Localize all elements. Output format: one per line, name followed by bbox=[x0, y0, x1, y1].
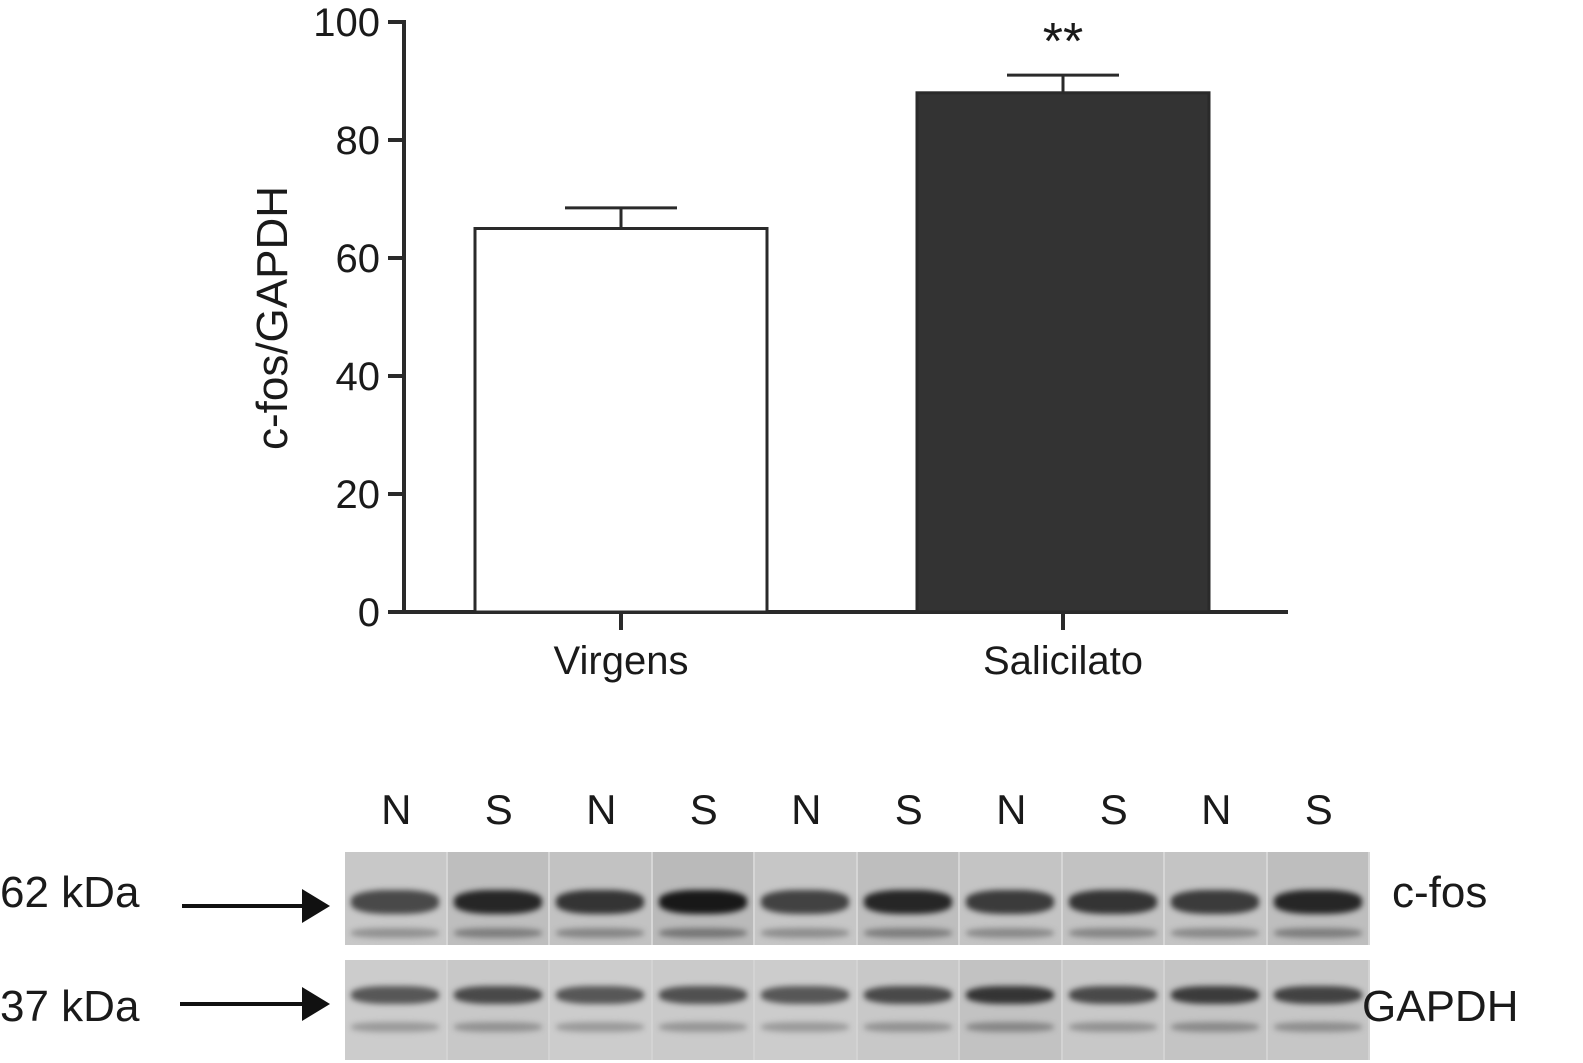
bar-chart: 0 20 40 60 80 100 Virgens Salicilato ** c-fos/… bbox=[248, 1, 1288, 683]
blot-band bbox=[556, 986, 645, 1004]
y-axis-label: c-fos/GAPDH bbox=[248, 186, 297, 450]
significance-label: ** bbox=[1043, 13, 1083, 71]
bars: ** bbox=[473, 13, 1211, 614]
blot-band bbox=[863, 986, 952, 1004]
gapdh-marker-label: 37 kDa bbox=[0, 982, 140, 1031]
blot-band bbox=[658, 890, 747, 914]
blot-band bbox=[863, 890, 952, 914]
blot-band bbox=[966, 986, 1055, 1004]
bar bbox=[473, 227, 769, 614]
blot-gapdh bbox=[345, 960, 1370, 1060]
y-tick-label: 0 bbox=[358, 591, 380, 635]
blot-band-faint bbox=[453, 1022, 542, 1032]
blot-lane bbox=[447, 960, 548, 1060]
blot-lane bbox=[857, 960, 958, 1060]
blot-band bbox=[1068, 986, 1157, 1004]
blot-band bbox=[966, 890, 1055, 914]
blot-band-faint bbox=[658, 928, 747, 938]
blot-band-faint bbox=[863, 1022, 952, 1032]
blot-band-faint bbox=[863, 928, 952, 938]
y-tick-label: 60 bbox=[336, 237, 381, 281]
blot-band-faint bbox=[556, 928, 645, 938]
blot-lane bbox=[447, 852, 548, 945]
blot-lane bbox=[550, 960, 651, 1060]
blot-lane bbox=[550, 852, 651, 945]
blot-lane bbox=[857, 852, 958, 945]
lane-label: S bbox=[894, 786, 923, 833]
blot-band-faint bbox=[966, 1022, 1055, 1032]
bar bbox=[915, 91, 1211, 614]
blot-band bbox=[761, 890, 850, 914]
blot-band-faint bbox=[966, 928, 1055, 938]
cfos-marker-label: 62 kDa bbox=[0, 868, 140, 917]
blot-band-faint bbox=[761, 928, 850, 938]
blot-band-faint bbox=[658, 1022, 747, 1032]
blot-band-faint bbox=[556, 1022, 645, 1032]
blot-band-faint bbox=[453, 928, 542, 938]
blot-band-faint bbox=[1068, 928, 1157, 938]
blot-band bbox=[351, 986, 440, 1004]
blot-lane bbox=[960, 960, 1061, 1060]
blot-band-faint bbox=[1068, 1022, 1157, 1032]
y-tick-label: 100 bbox=[313, 1, 380, 45]
blot-band-faint bbox=[1273, 928, 1362, 938]
blot-cfos bbox=[345, 852, 1370, 945]
blot-lane bbox=[1165, 960, 1266, 1060]
lane-label: N bbox=[586, 786, 617, 833]
x-tick-label: Virgens bbox=[554, 639, 689, 683]
blot-lane bbox=[755, 852, 856, 945]
blot-lane bbox=[1165, 852, 1266, 945]
lane-label: N bbox=[996, 786, 1027, 833]
y-tick-label: 20 bbox=[336, 473, 381, 517]
blot-lane bbox=[1062, 852, 1163, 945]
blot-band bbox=[351, 890, 440, 914]
x-axis: Virgens Salicilato bbox=[402, 610, 1288, 683]
blot-lane bbox=[1267, 852, 1368, 945]
lane-label: S bbox=[484, 786, 513, 833]
y-tick-label: 80 bbox=[336, 119, 381, 163]
blot-lane bbox=[960, 852, 1061, 945]
gapdh-band-label: GAPDH bbox=[1362, 982, 1519, 1031]
blot-band-faint bbox=[1273, 1022, 1362, 1032]
x-tick-label: Salicilato bbox=[983, 639, 1143, 683]
blot-lane bbox=[345, 852, 446, 945]
blot-band bbox=[453, 986, 542, 1004]
lane-label: S bbox=[1099, 786, 1128, 833]
blot-band bbox=[1273, 986, 1362, 1004]
blot-lane bbox=[755, 960, 856, 1060]
blot-band-faint bbox=[761, 1022, 850, 1032]
blot-band-faint bbox=[1171, 1022, 1260, 1032]
lane-label: N bbox=[791, 786, 822, 833]
cfos-arrow-icon bbox=[182, 889, 330, 923]
blot-lane bbox=[652, 852, 753, 945]
blot-band bbox=[1273, 890, 1362, 914]
blot-band bbox=[658, 986, 747, 1004]
lane-label: N bbox=[1201, 786, 1232, 833]
blot-band-faint bbox=[351, 928, 440, 938]
lane-label: S bbox=[1304, 786, 1333, 833]
blot-lane bbox=[1062, 960, 1163, 1060]
cfos-band-label: c-fos bbox=[1392, 868, 1488, 917]
y-tick-label: 40 bbox=[336, 355, 381, 399]
blot-band bbox=[1171, 986, 1260, 1004]
lane-label: S bbox=[689, 786, 718, 833]
y-axis: 0 20 40 60 80 100 bbox=[313, 1, 406, 635]
blot-band bbox=[556, 890, 645, 914]
blot-band-faint bbox=[1171, 928, 1260, 938]
blot-lane bbox=[1267, 960, 1368, 1060]
blot-lane bbox=[345, 960, 446, 1060]
blot-lane bbox=[652, 960, 753, 1060]
blot-band-faint bbox=[351, 1022, 440, 1032]
blot-band bbox=[1171, 890, 1260, 914]
blot-band bbox=[761, 986, 850, 1004]
gapdh-arrow-icon bbox=[180, 987, 330, 1021]
blot-band bbox=[1068, 890, 1157, 914]
lane-label: N bbox=[381, 786, 412, 833]
blot-band bbox=[453, 890, 542, 914]
